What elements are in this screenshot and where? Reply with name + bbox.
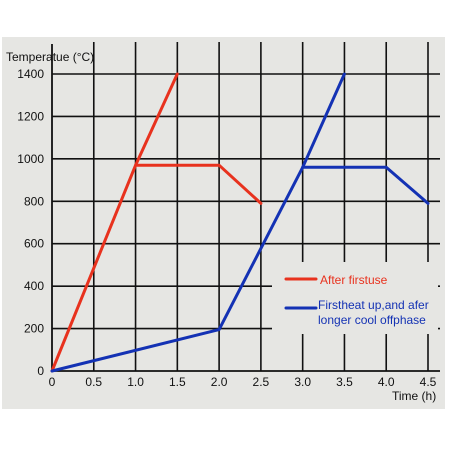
x-tick-label: 2.5 (253, 375, 270, 389)
series-layer (50, 72, 430, 373)
series-2-line (50, 72, 346, 373)
x-tick-label: 3.0 (294, 375, 311, 389)
x-tick-label: 2.0 (211, 375, 228, 389)
legend-label-2: Firstheat up,and afer longer cool offphas… (318, 298, 429, 327)
x-tick-label: 4.0 (378, 375, 395, 389)
y-tick-label: 800 (24, 194, 44, 208)
legend-box (272, 262, 438, 334)
y-tick-label: 1400 (17, 67, 44, 81)
y-tick-label: 200 (24, 322, 44, 336)
legend: After firstuse Firstheat up,and afer longe… (272, 262, 438, 334)
legend-label-1: After firstuse (320, 273, 388, 287)
y-tick-label: 1000 (17, 152, 44, 166)
y-tick-label: 0 (37, 364, 44, 378)
x-axis-title: Time (h) (392, 389, 436, 403)
legend-label-line: Firstheat up,and afer (318, 298, 429, 312)
y-tick-label: 400 (24, 279, 44, 293)
legend-label-line: longer cool offphase (318, 313, 426, 327)
x-tick-label: 3.5 (336, 375, 353, 389)
y-tick-label: 1200 (17, 109, 44, 123)
x-tick-label: 4.5 (420, 375, 437, 389)
x-tick-label: 0 (49, 375, 56, 389)
x-tick-label: 1.5 (169, 375, 186, 389)
y-tick-label: 600 (24, 237, 44, 251)
x-tick-label: 0.5 (85, 375, 102, 389)
tick-labels: 0 0.5 1.0 1.5 2.0 2.5 3.0 3.5 4.0 4.5 0 200 400 600 80… (17, 67, 436, 389)
x-tick-label: 1.0 (127, 375, 144, 389)
y-axis-title: Temperatue (°C) (6, 50, 94, 64)
series-2-line (301, 165, 430, 205)
series-1-line (134, 163, 263, 205)
